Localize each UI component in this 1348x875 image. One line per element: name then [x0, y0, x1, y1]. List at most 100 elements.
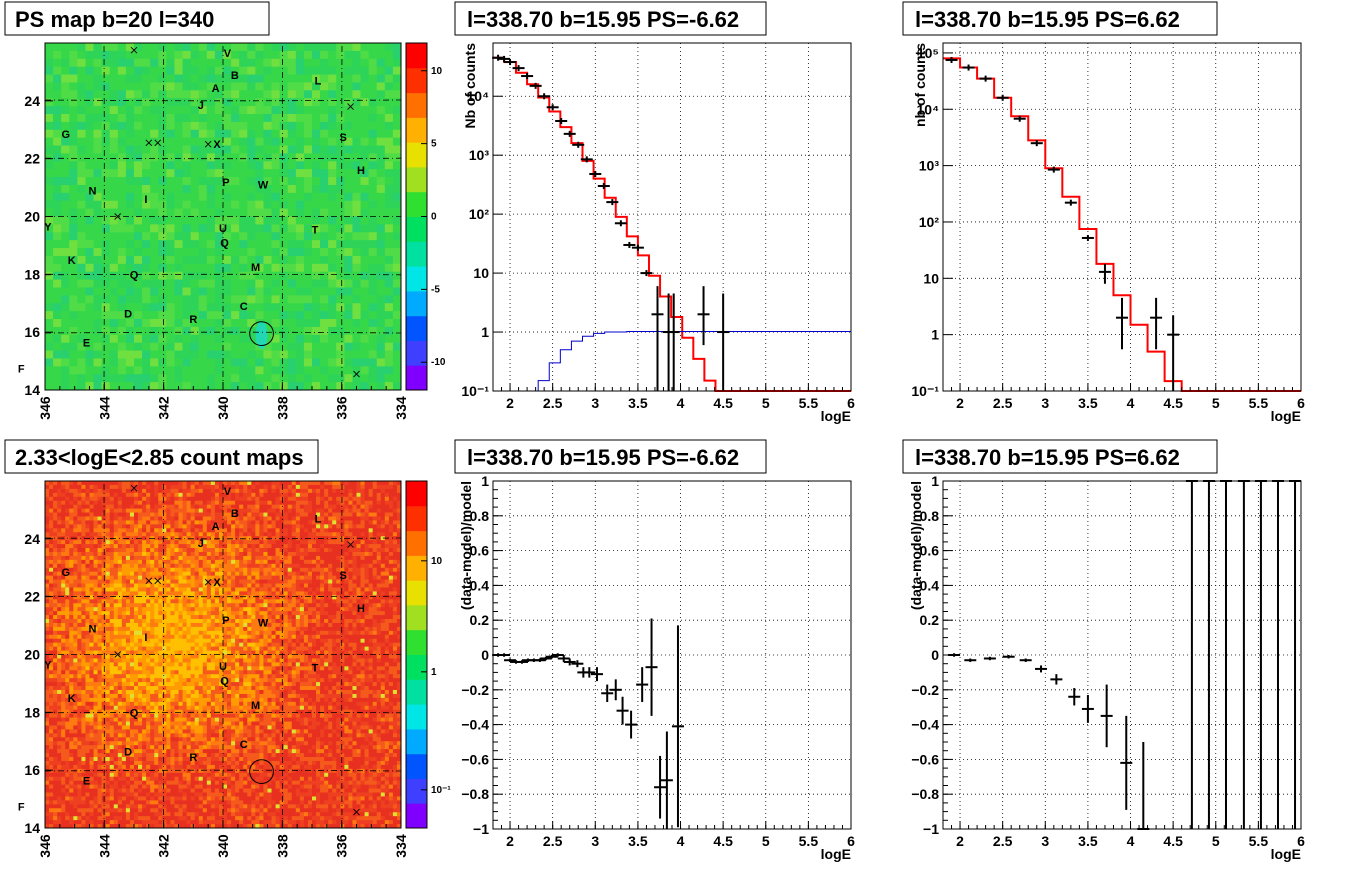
map-pixel: [61, 532, 66, 537]
map-pixel: [101, 764, 106, 770]
map-pixel: [49, 682, 54, 687]
map-pixel: [81, 540, 86, 545]
map-pixel: [162, 757, 167, 762]
map-pixel: [146, 634, 151, 640]
map-pixel: [154, 737, 159, 742]
map-pixel: [85, 733, 90, 738]
map-pixel: [109, 326, 119, 336]
map-pixel: [146, 555, 151, 561]
map-pixel: [73, 524, 78, 529]
map-pixel: [93, 792, 98, 797]
map-pixel: [85, 796, 90, 801]
map-pixel: [154, 678, 159, 683]
map-pixel: [150, 184, 159, 194]
map-pixel: [150, 784, 155, 789]
map-pixel: [69, 591, 74, 596]
map-pixel: [190, 177, 200, 186]
map-pixel: [53, 630, 58, 636]
map-pixel: [174, 682, 179, 687]
map-pixel: [53, 658, 58, 663]
map-pixel: [344, 113, 353, 123]
map-pixel: [134, 579, 139, 584]
map-pixel: [45, 713, 50, 718]
map-pixel: [69, 579, 74, 584]
map-pixel: [170, 776, 175, 781]
map-pixel: [170, 745, 175, 750]
map-pixel: [255, 43, 264, 52]
map-pixel: [170, 540, 175, 545]
map-pixel: [93, 725, 98, 730]
map-pixel: [125, 295, 135, 304]
map-pixel: [117, 492, 123, 498]
map-pixel: [97, 808, 102, 813]
map-pixel: [287, 216, 297, 225]
map-pixel: [113, 788, 119, 793]
map-pixel: [150, 548, 155, 553]
map-pixel: [85, 532, 90, 537]
map-pixel: [174, 595, 179, 600]
map-pixel: [69, 693, 74, 699]
colorbar-segment: [406, 67, 427, 94]
map-pixel: [376, 326, 386, 336]
map-pixel: [121, 567, 127, 572]
map-pixel: [158, 619, 163, 624]
map-pixel: [97, 484, 102, 490]
map-pixel: [97, 630, 102, 636]
map-pixel: [247, 192, 256, 202]
map-pixel: [239, 113, 248, 123]
map-pixel: [263, 137, 272, 146]
map-pixel: [117, 788, 123, 793]
map-pixel: [105, 757, 111, 762]
map-pixel: [255, 113, 264, 123]
map-pixel: [328, 90, 337, 99]
map-pixel: [206, 200, 216, 209]
map-pixel: [101, 303, 111, 312]
map-pixel: [93, 737, 98, 742]
map-pixel: [129, 820, 135, 825]
source-label: A: [212, 83, 220, 95]
map-pixel: [93, 350, 102, 359]
map-pixel: [117, 326, 127, 336]
map-pixel: [336, 208, 345, 217]
map-pixel: [57, 484, 62, 490]
map-pixel: [384, 90, 394, 99]
map-pixel: [45, 741, 50, 746]
map-pixel: [134, 544, 139, 549]
map-pixel: [206, 374, 216, 383]
map-pixel: [45, 784, 50, 789]
map-pixel: [138, 788, 143, 793]
map-pixel: [166, 520, 171, 525]
map-pixel: [271, 216, 280, 225]
map-pixel: [368, 248, 378, 257]
map-pixel: [239, 326, 248, 336]
map-pixel: [158, 382, 167, 391]
map-pixel: [93, 106, 102, 115]
map-pixel: [247, 184, 256, 194]
map-pixel: [101, 733, 106, 738]
map-pixel: [287, 129, 297, 138]
map-pixel: [109, 153, 119, 162]
map-pixel: [77, 587, 82, 592]
map-pixel: [81, 662, 86, 667]
map-pixel: [239, 374, 248, 383]
map-pixel: [146, 776, 151, 781]
map-pixel: [93, 599, 98, 604]
map-pixel: [45, 717, 50, 722]
map-pixel: [45, 725, 50, 730]
map-pixel: [117, 106, 127, 115]
map-pixel: [146, 619, 151, 624]
map-pixel: [166, 717, 171, 722]
map-pixel: [65, 575, 70, 580]
map-pixel: [93, 701, 98, 707]
map-pixel: [69, 772, 74, 778]
map-pixel: [69, 224, 78, 233]
map-pixel: [166, 58, 175, 67]
map-pixel: [61, 496, 66, 502]
map-pixel: [117, 721, 123, 726]
map-pixel: [117, 512, 123, 517]
map-pixel: [97, 654, 102, 659]
map-pixel: [53, 796, 58, 801]
map-pixel: [158, 334, 167, 343]
map-pixel: [295, 311, 305, 320]
map-pixel: [352, 74, 361, 83]
